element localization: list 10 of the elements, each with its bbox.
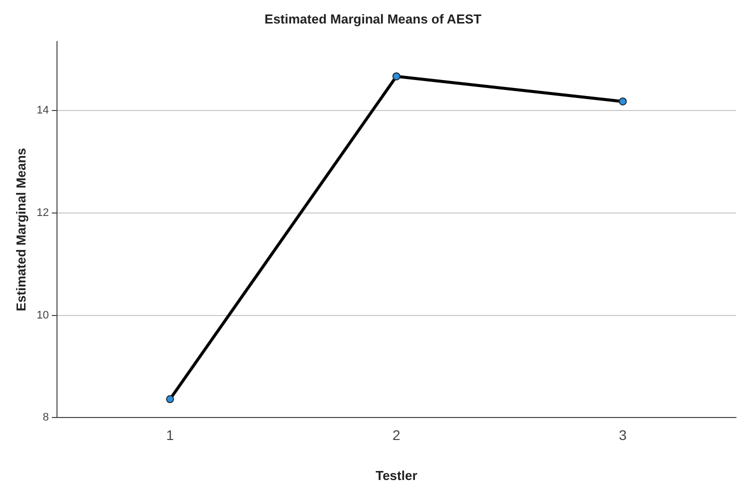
- x-tick-label: 3: [618, 426, 627, 443]
- y-tick-label: 12: [36, 207, 49, 220]
- y-tick-label: 8: [42, 412, 49, 424]
- x-tick-label: 2: [392, 426, 401, 443]
- y-tick-label: 10: [36, 309, 49, 322]
- x-tick-label: 1: [166, 426, 174, 443]
- y-axis-title: Estimated Marginal Means: [13, 148, 28, 312]
- x-axis-title: Testler: [376, 468, 418, 483]
- chart-title: Estimated Marginal Means of AEST: [264, 11, 482, 26]
- y-tick-label: 14: [36, 104, 49, 117]
